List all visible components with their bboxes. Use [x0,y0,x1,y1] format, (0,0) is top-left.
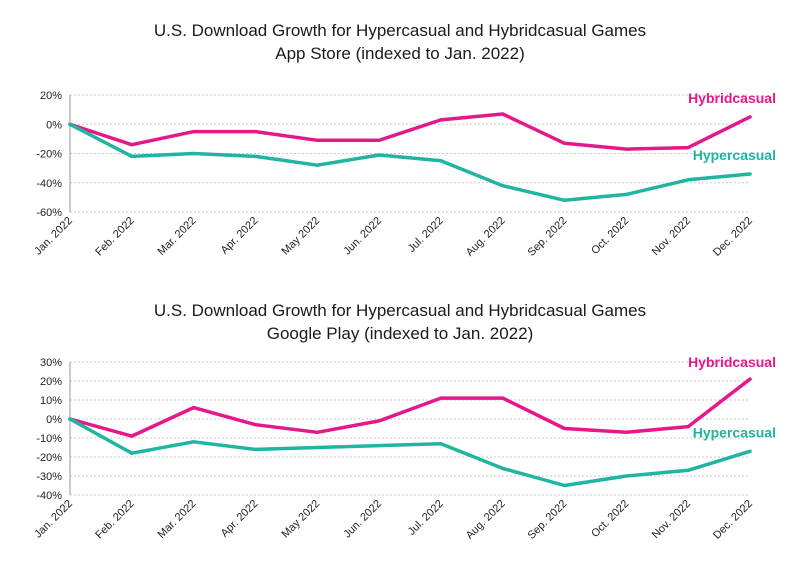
series-line-hybridcasual [68,112,752,151]
app-store-chart: U.S. Download Growth for Hypercasual and… [0,0,800,290]
x-tick-label: May 2022 [280,215,323,258]
x-tick-label: Aug. 2022 [464,498,508,542]
y-tick-label: -10% [36,433,62,445]
x-tick-label: Jul. 2022 [406,215,446,255]
y-tick-label: -40% [36,178,62,190]
x-tick-label: Mar. 2022 [156,215,199,258]
data-point-hybridcasual [253,423,258,427]
data-point-hybridcasual [501,112,505,116]
data-point-hypercasual [130,154,134,159]
data-point-hybridcasual [377,419,381,423]
x-tick-label: Nov. 2022 [650,498,693,541]
data-point-hypercasual [68,122,72,126]
series-label-hypercasual: Hypercasual [693,424,776,440]
y-tick-label: -20% [36,452,62,464]
x-tick-label: Sep. 2022 [526,498,570,542]
data-point-hybridcasual [130,434,134,438]
data-point-hybridcasual [315,138,319,142]
data-point-hypercasual [253,447,258,451]
data-point-hybridcasual [501,396,505,400]
data-point-hybridcasual [624,430,628,434]
data-point-hypercasual [562,483,567,488]
data-point-hypercasual [253,154,258,159]
series-line-hybridcasual [68,377,752,438]
y-tick-label: -60% [36,207,62,219]
x-tick-label: Jun. 2022 [341,498,384,541]
x-tick-label: Dec. 2022 [711,215,755,259]
data-point-hybridcasual [686,146,690,150]
x-tick-label: Mar. 2022 [156,498,199,541]
x-tick-label: Sep. 2022 [526,215,570,259]
chart-title: U.S. Download Growth for Hypercasual and… [153,301,647,320]
data-point-hypercasual [686,178,690,182]
data-point-hybridcasual [439,118,443,122]
x-tick-label: Oct. 2022 [589,498,631,540]
x-tick-label: Apr. 2022 [219,215,261,257]
x-tick-label: Jan. 2022 [32,215,75,258]
x-tick-label: Jun. 2022 [341,215,384,258]
y-tick-label: 0% [46,414,62,426]
google-play-plot: 30% 20% 10% 0% -10% -20% -30% -40%Jan. 2022 Feb.… [32,354,776,542]
data-point-hybridcasual [377,138,381,142]
y-tick-label: 30% [40,357,62,369]
data-point-hybridcasual [562,426,567,431]
chart-title: U.S. Download Growth for Hypercasual and… [153,21,647,40]
data-point-hybridcasual [748,377,752,381]
google-play-chart: U.S. Download Growth for Hypercasual and… [0,290,800,581]
data-point-hybridcasual [624,147,628,151]
y-tick-label: -30% [36,471,62,483]
data-point-hypercasual [377,444,381,448]
data-point-hybridcasual [748,115,752,119]
data-point-hybridcasual [192,129,196,134]
app-store-plot: 20% 0% -20% -40% -60%Jan. 2022 Feb. 2022 Mar. … [32,90,776,259]
x-tick-label: Oct. 2022 [589,215,631,257]
x-tick-label: Aug. 2022 [464,215,508,259]
y-tick-label: 20% [40,90,62,102]
y-tick-label: -20% [36,149,62,161]
chart-subtitle: App Store (indexed to Jan. 2022) [275,44,525,63]
series-label-hypercasual: Hypercasual [693,147,776,163]
x-tick-label: Dec. 2022 [711,498,755,542]
data-point-hybridcasual [253,129,258,134]
data-point-hypercasual [748,449,752,453]
y-tick-label: 20% [40,376,62,388]
x-tick-label: Jul. 2022 [406,498,446,538]
data-point-hypercasual [130,451,134,455]
data-point-hypercasual [562,198,567,202]
data-point-hybridcasual [130,143,134,147]
data-point-hybridcasual [562,141,567,145]
series-line-hypercasual [68,122,752,203]
data-point-hypercasual [439,442,443,446]
data-point-hypercasual [377,153,381,157]
y-tick-label: 0% [46,119,62,131]
data-point-hybridcasual [315,430,319,434]
chart-subtitle: Google Play (indexed to Jan. 2022) [266,324,534,343]
series-line-hypercasual [68,417,752,488]
y-tick-label: 10% [40,395,62,407]
series-label-hybridcasual: Hybridcasual [688,90,776,106]
data-point-hypercasual [748,172,752,176]
y-tick-label: -40% [36,490,62,502]
data-point-hypercasual [439,159,443,163]
data-point-hypercasual [501,184,505,188]
data-point-hybridcasual [439,396,443,400]
data-point-hypercasual [192,151,196,156]
x-tick-label: Nov. 2022 [650,215,693,258]
x-tick-label: Feb. 2022 [93,498,137,542]
x-tick-label: May 2022 [280,498,323,541]
data-point-hypercasual [192,440,196,444]
data-point-hypercasual [624,192,628,197]
x-tick-label: Apr. 2022 [219,498,261,540]
series-label-hybridcasual: Hybridcasual [688,354,776,370]
data-point-hypercasual [501,466,505,470]
data-point-hypercasual [315,445,319,450]
data-point-hybridcasual [686,425,690,429]
data-point-hypercasual [315,163,319,167]
data-point-hypercasual [686,468,690,472]
data-point-hypercasual [624,474,628,478]
data-point-hypercasual [68,417,72,421]
data-point-hybridcasual [192,406,196,410]
x-tick-label: Feb. 2022 [93,215,137,259]
x-tick-label: Jan. 2022 [32,498,75,541]
